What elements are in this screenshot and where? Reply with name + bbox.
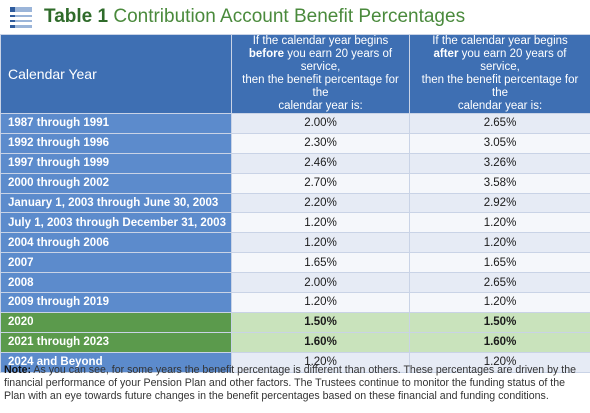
row-after-percentage: 2.65% (409, 272, 590, 294)
column-header-calendar-year: Calendar Year (0, 34, 232, 114)
table-row: 1987 through 1991 2.00% 2.65% (0, 113, 590, 134)
row-before-percentage: 2.00% (231, 272, 410, 294)
row-calendar-year: 1997 through 1999 (0, 152, 232, 174)
table-row: 1997 through 1999 2.46% 3.26% (0, 152, 590, 174)
note-text: As you can see, for some years the benef… (4, 364, 577, 402)
column-header-before: If the calendar year begins before you e… (231, 34, 410, 114)
row-after-percentage: 1.60% (409, 331, 590, 353)
benefit-percentages-table: Calendar Year If the calendar year begin… (0, 34, 590, 373)
table-row-highlighted: 2020 1.50% 1.50% (0, 311, 590, 333)
table-row: 2004 through 2006 1.20% 1.20% (0, 232, 590, 254)
table-row: July 1, 2003 through December 31, 2003 1… (0, 212, 590, 234)
table-number: Table 1 (44, 6, 109, 27)
row-after-percentage: 1.50% (409, 311, 590, 333)
row-before-percentage: 1.20% (231, 292, 410, 313)
table-row: 2009 through 2019 1.20% 1.20% (0, 292, 590, 313)
row-after-percentage: 2.92% (409, 192, 590, 214)
row-before-percentage: 1.20% (231, 351, 410, 373)
column-header-after: If the calendar year begins after you ea… (409, 34, 590, 114)
row-calendar-year: 2009 through 2019 (0, 292, 232, 313)
header-before-line2: you earn 20 years of service, (284, 48, 393, 73)
row-after-percentage: 1.20% (409, 351, 590, 373)
row-after-percentage: 1.20% (409, 212, 590, 234)
row-calendar-year: July 1, 2003 through December 31, 2003 (0, 212, 232, 234)
row-after-percentage: 2.65% (409, 113, 590, 134)
header-before-line1: If the calendar year begins (252, 35, 389, 47)
row-after-percentage: 1.20% (409, 292, 590, 313)
row-after-percentage: 1.65% (409, 252, 590, 274)
row-before-percentage: 2.70% (231, 172, 410, 194)
header-after-line4: calendar year is: (457, 100, 543, 112)
row-before-percentage: 2.00% (231, 113, 410, 134)
table-row: 2024 and Beyond 1.20% 1.20% (0, 351, 590, 373)
row-calendar-year: 2007 (0, 252, 232, 274)
row-after-percentage: 1.20% (409, 232, 590, 254)
table-icon (10, 7, 32, 28)
row-before-percentage: 1.60% (231, 331, 410, 353)
row-calendar-year: January 1, 2003 through June 30, 2003 (0, 192, 232, 214)
row-before-percentage: 1.50% (231, 311, 410, 333)
header-after-line1: If the calendar year begins (432, 35, 568, 47)
header-before-bold: before (248, 48, 285, 60)
header-before-line4: calendar year is: (278, 100, 363, 112)
header-after-bold: after (433, 48, 459, 60)
row-calendar-year: 2000 through 2002 (0, 172, 232, 194)
header-after-line3: then the benefit percentage for the (421, 74, 579, 99)
table-row: 2000 through 2002 2.70% 3.58% (0, 172, 590, 194)
row-before-percentage: 2.46% (231, 152, 410, 174)
footnote: Note: As you can see, for some years the… (4, 364, 588, 403)
table-row-highlighted: 2021 through 2023 1.60% 1.60% (0, 331, 590, 353)
table-header-row: Calendar Year If the calendar year begin… (0, 34, 590, 114)
row-calendar-year: 2008 (0, 272, 232, 294)
row-after-percentage: 3.58% (409, 172, 590, 194)
table-row: 2008 2.00% 2.65% (0, 272, 590, 294)
row-calendar-year: 1987 through 1991 (0, 113, 232, 134)
row-before-percentage: 2.30% (231, 132, 410, 154)
header-before-line3: then the benefit percentage for the (242, 74, 399, 99)
row-before-percentage: 1.65% (231, 252, 410, 274)
row-after-percentage: 3.05% (409, 132, 590, 154)
row-before-percentage: 1.20% (231, 232, 410, 254)
page-title: Table 1 Contribution Account Benefit Per… (44, 6, 465, 28)
table-row: 2007 1.65% 1.65% (0, 252, 590, 274)
header-after-line2: you earn 20 years of service, (458, 48, 567, 73)
table-title-text: Contribution Account Benefit Percentages (113, 6, 466, 27)
row-calendar-year: 2024 and Beyond (0, 351, 232, 373)
row-calendar-year: 2021 through 2023 (0, 331, 232, 353)
table-row: 1992 through 1996 2.30% 3.05% (0, 132, 590, 154)
table-row: January 1, 2003 through June 30, 2003 2.… (0, 192, 590, 214)
row-calendar-year: 2004 through 2006 (0, 232, 232, 254)
table-title: Table 1 Contribution Account Benefit Per… (0, 0, 590, 34)
row-before-percentage: 1.20% (231, 212, 410, 234)
note-label: Note: (4, 364, 32, 376)
row-calendar-year: 2020 (0, 311, 232, 333)
row-before-percentage: 2.20% (231, 192, 410, 214)
row-calendar-year: 1992 through 1996 (0, 132, 232, 154)
row-after-percentage: 3.26% (409, 152, 590, 174)
